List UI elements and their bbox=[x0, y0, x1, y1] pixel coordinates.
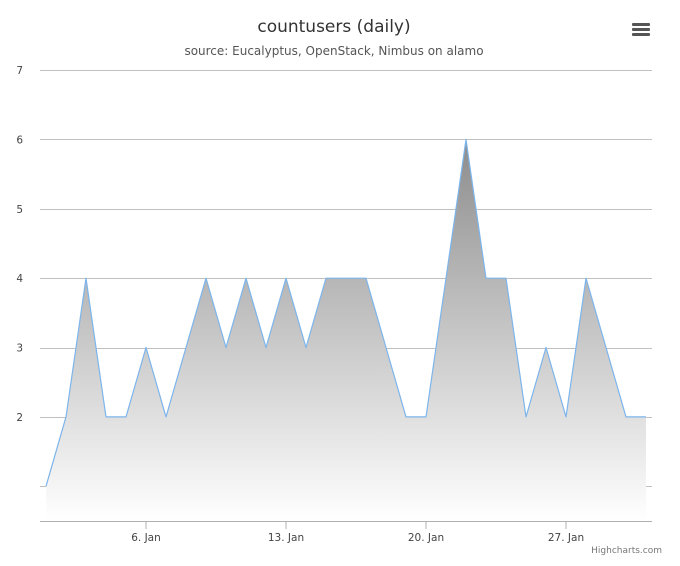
data-point[interactable] bbox=[242, 274, 250, 282]
data-point[interactable] bbox=[402, 413, 410, 421]
data-point[interactable] bbox=[422, 413, 430, 421]
y-axis-ticks: 2 3 4 5 6 7 bbox=[16, 65, 23, 424]
data-point[interactable] bbox=[42, 482, 50, 490]
data-point[interactable] bbox=[502, 274, 510, 282]
x-tick-label: 6. Jan bbox=[131, 532, 161, 544]
y-tick-label: 3 bbox=[16, 343, 23, 355]
credits-link[interactable]: Highcharts.com bbox=[591, 546, 662, 556]
data-point[interactable] bbox=[482, 274, 490, 282]
data-point[interactable] bbox=[362, 274, 370, 282]
data-point[interactable] bbox=[302, 344, 310, 352]
series-area bbox=[46, 139, 646, 521]
data-point[interactable] bbox=[142, 344, 150, 352]
data-point[interactable] bbox=[562, 413, 570, 421]
data-point[interactable] bbox=[522, 413, 530, 421]
x-tick-label: 27. Jan bbox=[548, 532, 584, 544]
plot-area bbox=[42, 135, 650, 521]
data-point[interactable] bbox=[322, 274, 330, 282]
data-point[interactable] bbox=[262, 344, 270, 352]
data-point[interactable] bbox=[602, 344, 610, 352]
data-point[interactable] bbox=[462, 135, 470, 143]
data-point[interactable] bbox=[382, 344, 390, 352]
data-point[interactable] bbox=[202, 274, 210, 282]
y-tick-label: 7 bbox=[16, 65, 23, 77]
x-tick-label: 13. Jan bbox=[268, 532, 304, 544]
data-point[interactable] bbox=[62, 413, 70, 421]
y-tick-label: 6 bbox=[16, 134, 23, 146]
x-axis: 6. Jan 13. Jan 20. Jan 27. Jan bbox=[40, 521, 652, 544]
data-point[interactable] bbox=[162, 413, 170, 421]
data-point[interactable] bbox=[582, 274, 590, 282]
chart-title: countusers (daily) bbox=[257, 17, 410, 37]
data-point[interactable] bbox=[542, 344, 550, 352]
chart-subtitle: source: Eucalyptus, OpenStack, Nimbus on… bbox=[184, 44, 483, 58]
data-point[interactable] bbox=[102, 413, 110, 421]
data-point[interactable] bbox=[82, 274, 90, 282]
y-tick-label: 5 bbox=[16, 204, 23, 216]
data-point[interactable] bbox=[442, 274, 450, 282]
data-point[interactable] bbox=[282, 274, 290, 282]
menu-icon bbox=[632, 23, 650, 36]
data-point[interactable] bbox=[622, 413, 630, 421]
data-point[interactable] bbox=[182, 344, 190, 352]
series-line[interactable] bbox=[45, 138, 646, 487]
data-point[interactable] bbox=[342, 274, 350, 282]
menu-button[interactable] bbox=[630, 18, 652, 40]
data-point[interactable] bbox=[642, 413, 650, 421]
data-point[interactable] bbox=[122, 413, 130, 421]
x-tick-label: 20. Jan bbox=[408, 532, 444, 544]
y-tick-label: 4 bbox=[16, 273, 23, 285]
y-tick-label: 2 bbox=[16, 412, 23, 424]
data-point[interactable] bbox=[222, 344, 230, 352]
